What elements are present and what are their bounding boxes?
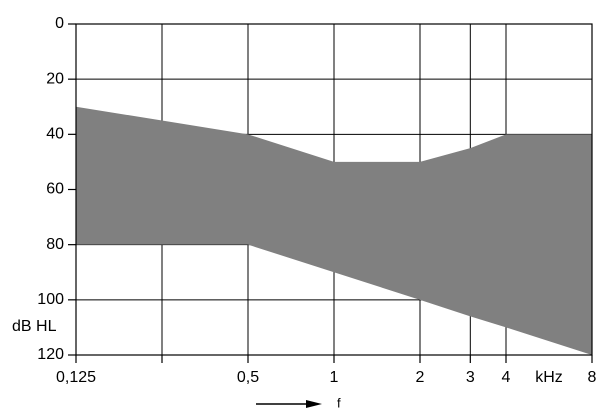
- y-axis-label: dB HL: [12, 318, 57, 335]
- y-tick-label: 0: [55, 15, 64, 32]
- x-tick-label: 3: [466, 369, 475, 386]
- x-tick-label: 0,5: [237, 369, 259, 386]
- x-arrowhead: [306, 400, 322, 408]
- y-tick-label: 120: [37, 346, 64, 363]
- y-tick-label: 60: [46, 181, 64, 198]
- x-tick-label: 8: [588, 369, 597, 386]
- y-tick-label: 20: [46, 70, 64, 87]
- x-tick-label: 4: [502, 369, 511, 386]
- x-tick-label: 1: [330, 369, 339, 386]
- y-tick-label: 40: [46, 126, 64, 143]
- y-tick-label: 100: [37, 291, 64, 308]
- x-unit: kHz: [535, 369, 563, 386]
- x-tick-label: 2: [416, 369, 425, 386]
- x-axis-label: f: [337, 395, 341, 410]
- x-tick-label: 0,125: [56, 369, 96, 386]
- y-tick-label: 80: [46, 236, 64, 253]
- range-area: [76, 106, 592, 355]
